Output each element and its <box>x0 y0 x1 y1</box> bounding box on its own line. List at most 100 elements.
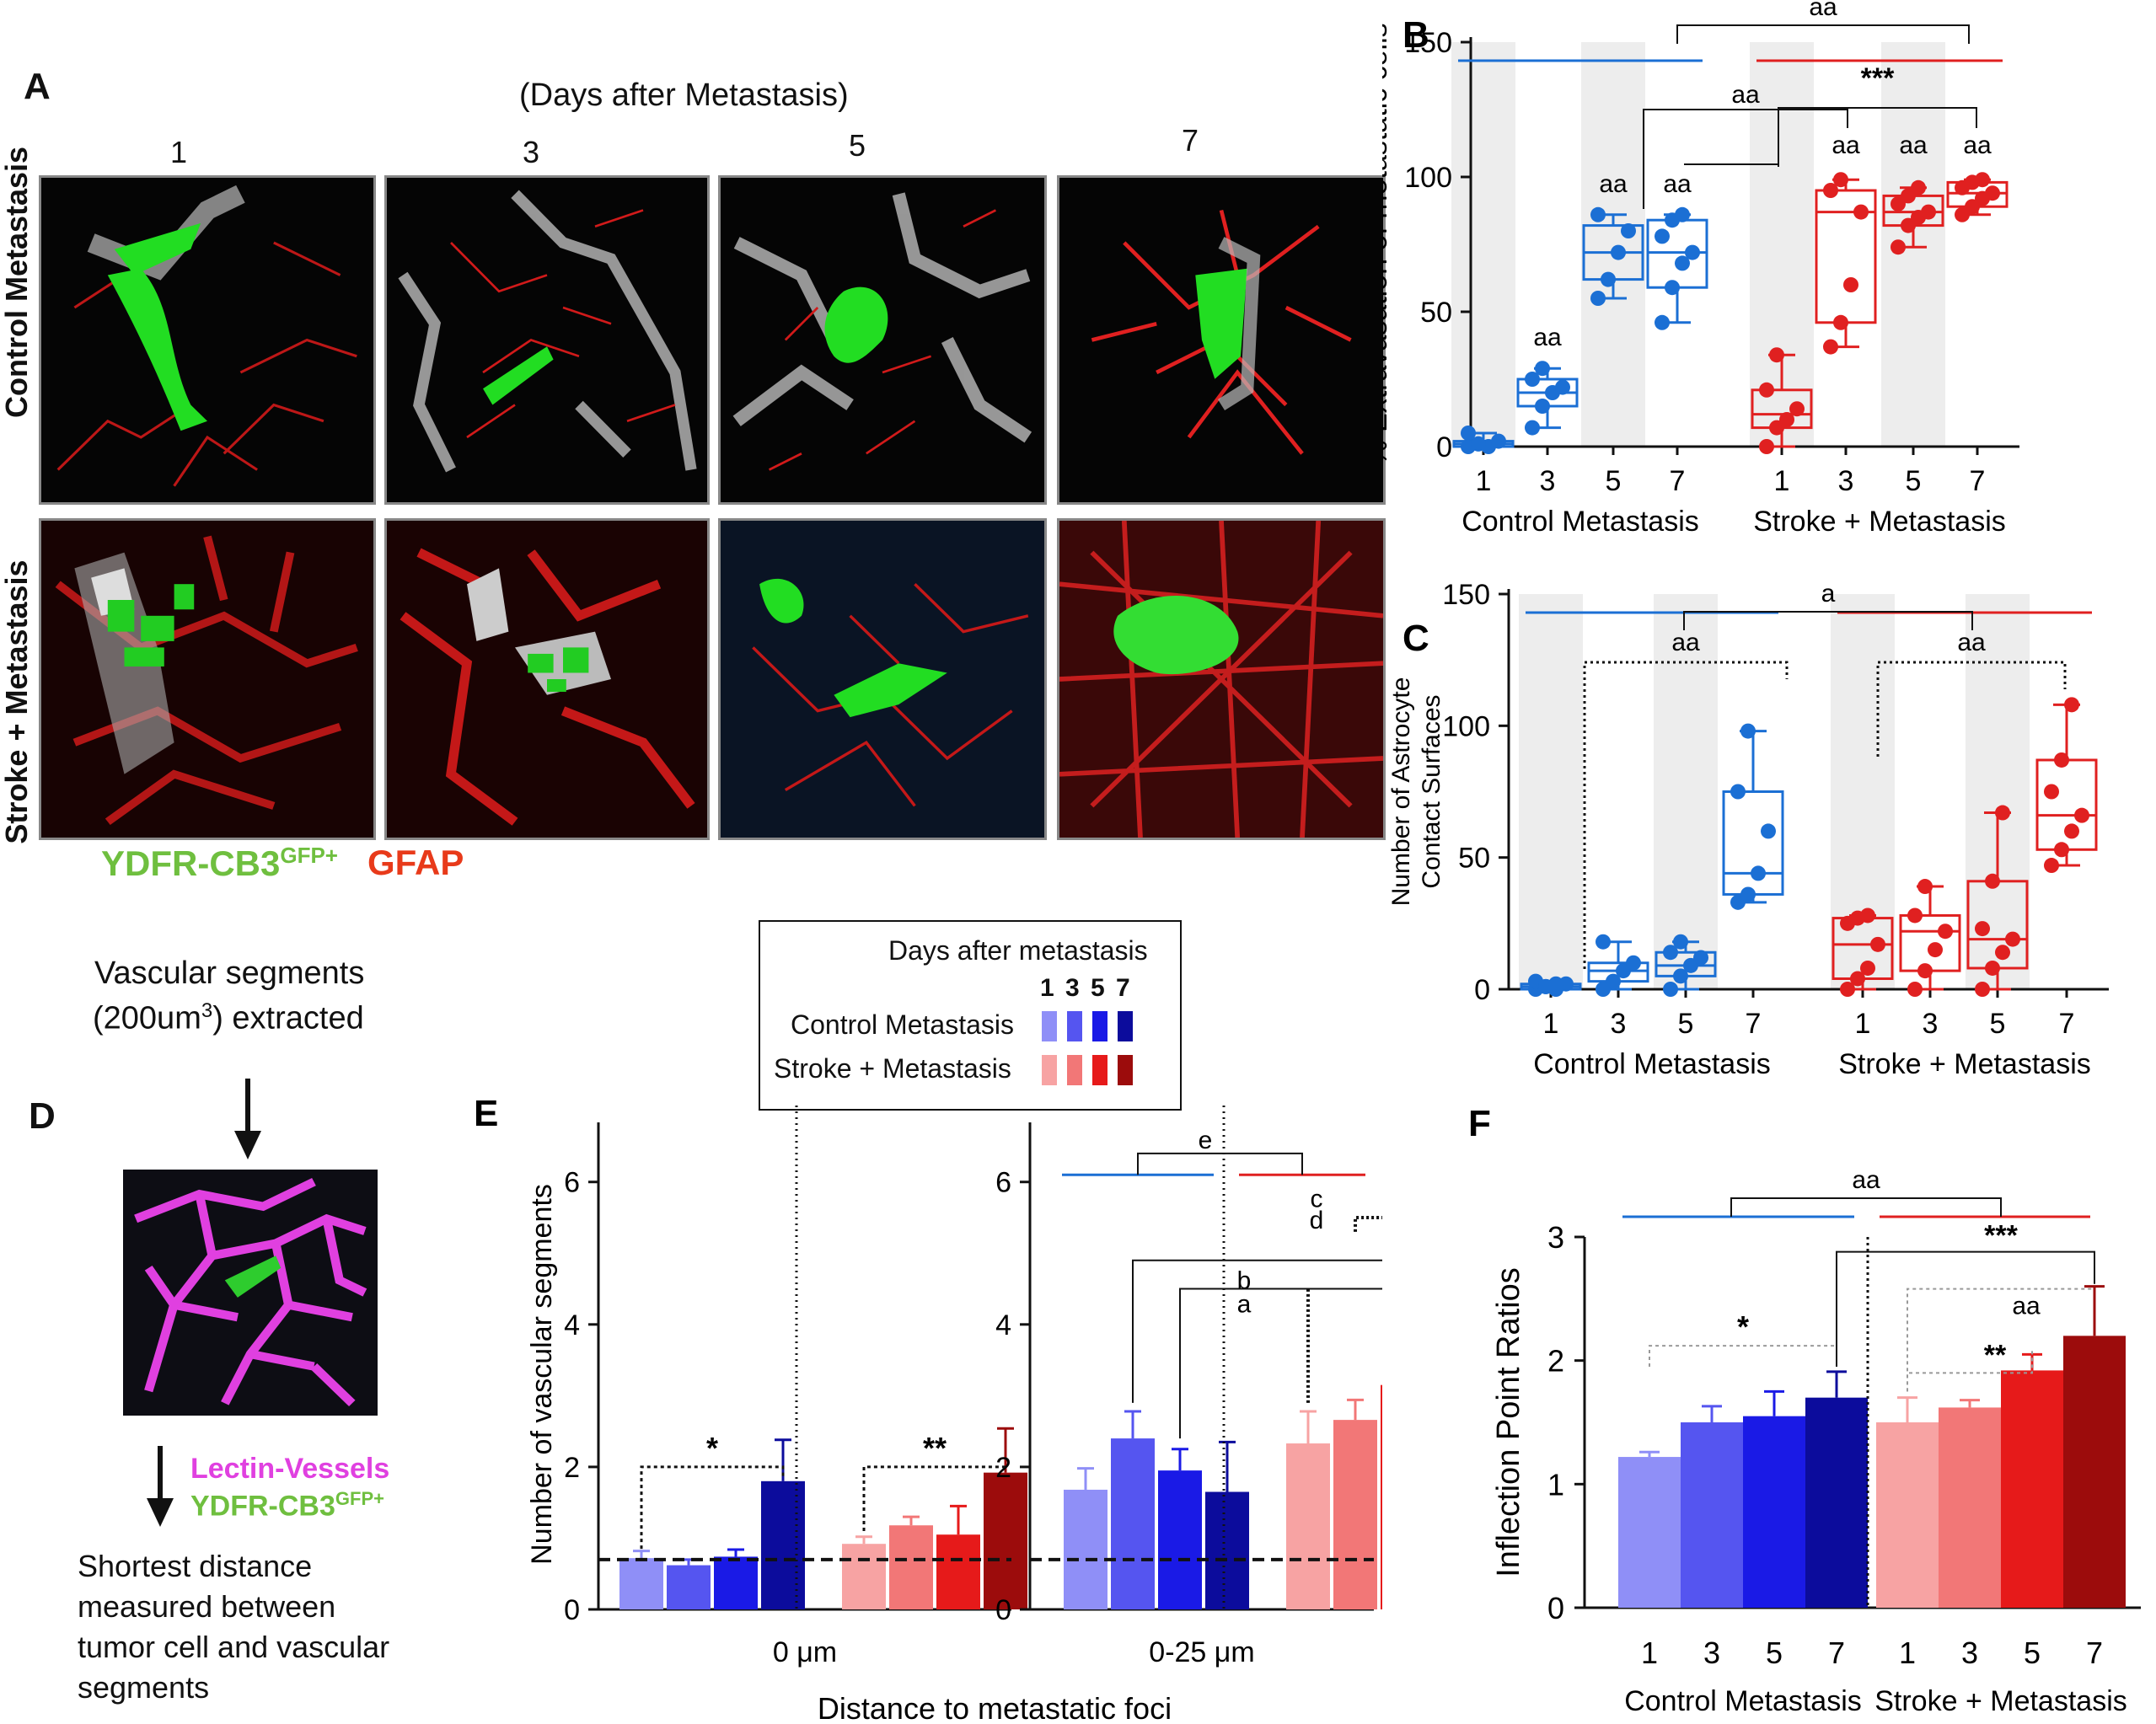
bar <box>984 1472 1027 1609</box>
micrograph-stroke-day1 <box>39 518 376 840</box>
data-point <box>1491 433 1506 449</box>
y-tick-label-50: 50 <box>1420 297 1452 329</box>
group-label-0: Control Metastasis <box>1533 1048 1771 1080</box>
micrograph-stroke-day3 <box>384 518 710 840</box>
data-point <box>1471 436 1486 452</box>
bar <box>2001 1370 2063 1608</box>
annot-aa: aa <box>2012 1293 2041 1320</box>
data-point <box>1833 314 1848 330</box>
y-tick-label-0: 0 <box>1474 974 1490 1006</box>
data-point <box>1840 982 1855 997</box>
x-tick-label-7: 7 <box>1670 465 1686 497</box>
annot-aa-4: aa <box>1899 131 1928 159</box>
x-tick-label-5: 5 <box>1906 465 1922 497</box>
bracket-dotted-control <box>1583 661 1789 969</box>
legend-swatch-stroke-7 <box>1118 1055 1133 1085</box>
bar <box>667 1565 711 1609</box>
day-label-7: 7 <box>1182 123 1199 158</box>
y-tick-label-6: 6 <box>995 1167 1011 1199</box>
y-tick-label-6: 6 <box>564 1167 580 1199</box>
data-point <box>1606 973 1621 989</box>
bracket-aa <box>1907 1288 2094 1392</box>
panel-d-arrow-top <box>234 1079 261 1159</box>
data-point <box>2064 697 2079 713</box>
data-point <box>1665 280 1680 296</box>
days-legend-day-1: 1 <box>1040 974 1054 1002</box>
micrograph-control-day3 <box>384 175 710 505</box>
data-point <box>1901 188 1916 204</box>
data-point <box>1626 955 1641 971</box>
legend-lectin: Lectin-Vessels <box>190 1453 390 1485</box>
annot-c: c <box>1311 1186 1323 1213</box>
panel-d-arrow-bottom <box>147 1446 174 1527</box>
days-legend-box: Days after metastasis 1 3 5 7 Control Me… <box>759 920 1182 1111</box>
data-point <box>1621 223 1636 238</box>
x-tick-label-7: 7 <box>2086 1636 2103 1670</box>
data-point <box>1685 244 1700 260</box>
data-point <box>2074 807 2089 823</box>
bracket-a <box>1179 1288 1382 1439</box>
bracket-2star <box>862 1465 1007 1531</box>
group-label-0: Control Metastasis <box>1624 1685 1862 1717</box>
x-tick-label-3: 3 <box>1838 465 1854 497</box>
bar <box>889 1525 933 1609</box>
x-tick-label-1: 1 <box>1641 1636 1658 1670</box>
panel-letter-e: E <box>474 1095 498 1134</box>
bracket-2star <box>1907 1348 2033 1392</box>
micrograph-control-day7 <box>1057 175 1386 505</box>
data-point <box>1917 879 1933 895</box>
panel-d-text-2-post: ) extracted <box>212 1000 364 1036</box>
annot-aa-stroke: aa <box>1957 629 1986 656</box>
x-tick-label-5: 5 <box>1606 465 1622 497</box>
bar <box>1205 1491 1249 1609</box>
y-tick-label-0: 0 <box>1436 431 1452 463</box>
annot-d: d <box>1310 1207 1324 1234</box>
panel-d-bottom-3: tumor cell and vascular <box>78 1630 390 1664</box>
annot-aa-1: aa <box>1599 170 1628 198</box>
chart-b: 0 50 100 150 1 3 5 7 Control Metastasis 1 3 5 7 Strok… <box>1382 0 2019 538</box>
data-point <box>1928 942 1943 958</box>
group-label-0: Control Metastasis <box>1461 506 1699 538</box>
row-label-stroke: Stroke + Metastasis <box>0 559 34 844</box>
days-legend-day-5: 5 <box>1091 974 1105 1002</box>
data-point <box>1789 401 1805 417</box>
y-axis-label-1: Contact Surfaces <box>1418 694 1445 888</box>
bar <box>619 1558 663 1609</box>
annot-a: a <box>1237 1291 1252 1319</box>
day-label-3: 3 <box>523 135 540 169</box>
x-tick-label-7: 7 <box>1828 1636 1845 1670</box>
data-point <box>2054 842 2069 858</box>
band-control-2 <box>1654 594 1718 989</box>
data-point <box>1673 934 1688 950</box>
bar <box>936 1534 980 1609</box>
bar <box>1876 1422 1939 1608</box>
bar <box>1381 1384 1382 1609</box>
bracket-top <box>1730 1197 2002 1217</box>
band-control-2 <box>1581 42 1645 447</box>
annot-3star: *** <box>1984 1220 2018 1252</box>
data-point <box>1663 945 1678 961</box>
y-tick-label-4: 4 <box>564 1309 580 1341</box>
data-point <box>1901 217 1916 233</box>
data-point <box>1823 183 1838 198</box>
data-point <box>1535 399 1550 414</box>
bracket-star <box>1649 1345 1837 1367</box>
data-point <box>1601 271 1616 287</box>
y-tick-label-3: 3 <box>1547 1220 1564 1255</box>
data-point <box>2054 752 2069 768</box>
bracket-stars <box>1778 107 1977 167</box>
bar <box>1681 1422 1743 1608</box>
annot-aa-3: aa <box>1832 131 1860 159</box>
bar <box>2063 1336 2126 1608</box>
band-control-0 <box>1451 42 1515 447</box>
bar <box>1064 1489 1107 1609</box>
legend-swatch-stroke-1 <box>1042 1055 1057 1085</box>
data-point <box>1548 976 1563 992</box>
x-tick-label-7: 7 <box>1970 465 1986 497</box>
group-label-0: 0 μm <box>773 1636 837 1668</box>
annot-aa-5: aa <box>1963 131 1992 159</box>
data-point <box>1675 255 1690 271</box>
y-tick-label-4: 4 <box>995 1309 1011 1341</box>
annot-2star: ** <box>1984 1339 2007 1371</box>
x-tick-label-1: 1 <box>1774 465 1790 497</box>
